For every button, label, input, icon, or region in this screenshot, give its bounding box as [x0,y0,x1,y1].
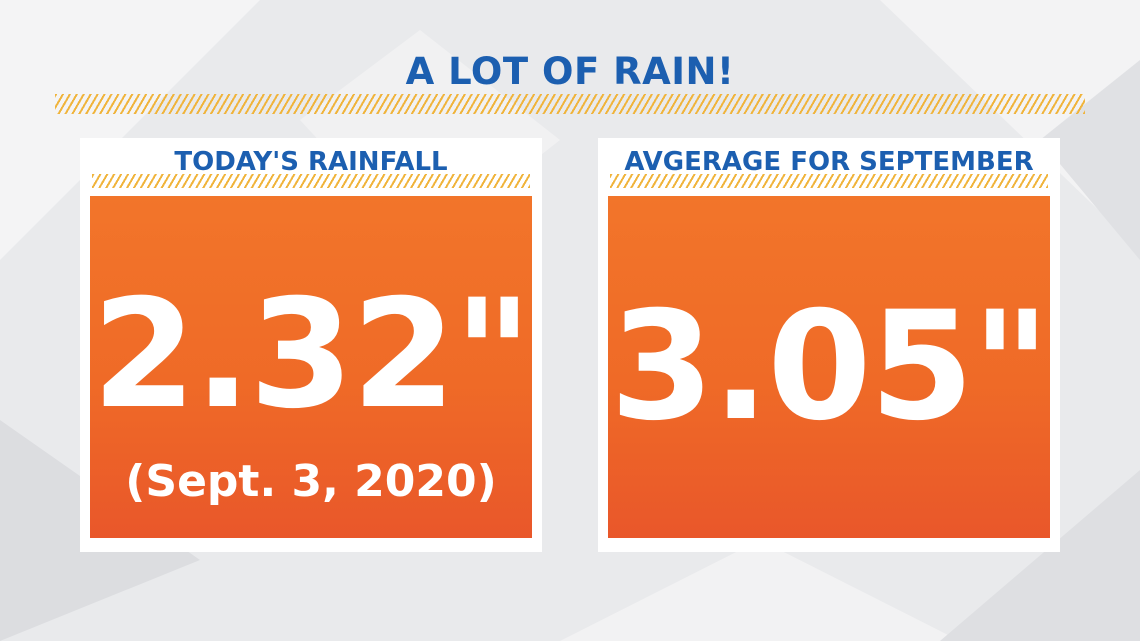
card-header-september-average: AVGERAGE FOR SEPTEMBER [624,147,1034,177]
page-title: A LOT OF RAIN! [405,50,735,93]
card-header-todays-rainfall: TODAY'S RAINFALL [174,147,448,177]
todays-rainfall-card: TODAY'S RAINFALL 2.32" (Sept. 3, 2020) [80,138,542,552]
card-hatch-divider [92,174,530,188]
card-hatch-divider [610,174,1048,188]
september-average-card: AVGERAGE FOR SEPTEMBER 3.05" [598,138,1060,552]
september-average-value: 3.05" [609,280,1050,454]
average-value-panel: 3.05" [608,196,1050,538]
title-hatch-divider [55,94,1085,114]
todays-rainfall-date: (Sept. 3, 2020) [125,456,497,507]
rainfall-value-panel: 2.32" (Sept. 3, 2020) [90,196,532,538]
todays-rainfall-value: 2.32" [91,268,532,442]
